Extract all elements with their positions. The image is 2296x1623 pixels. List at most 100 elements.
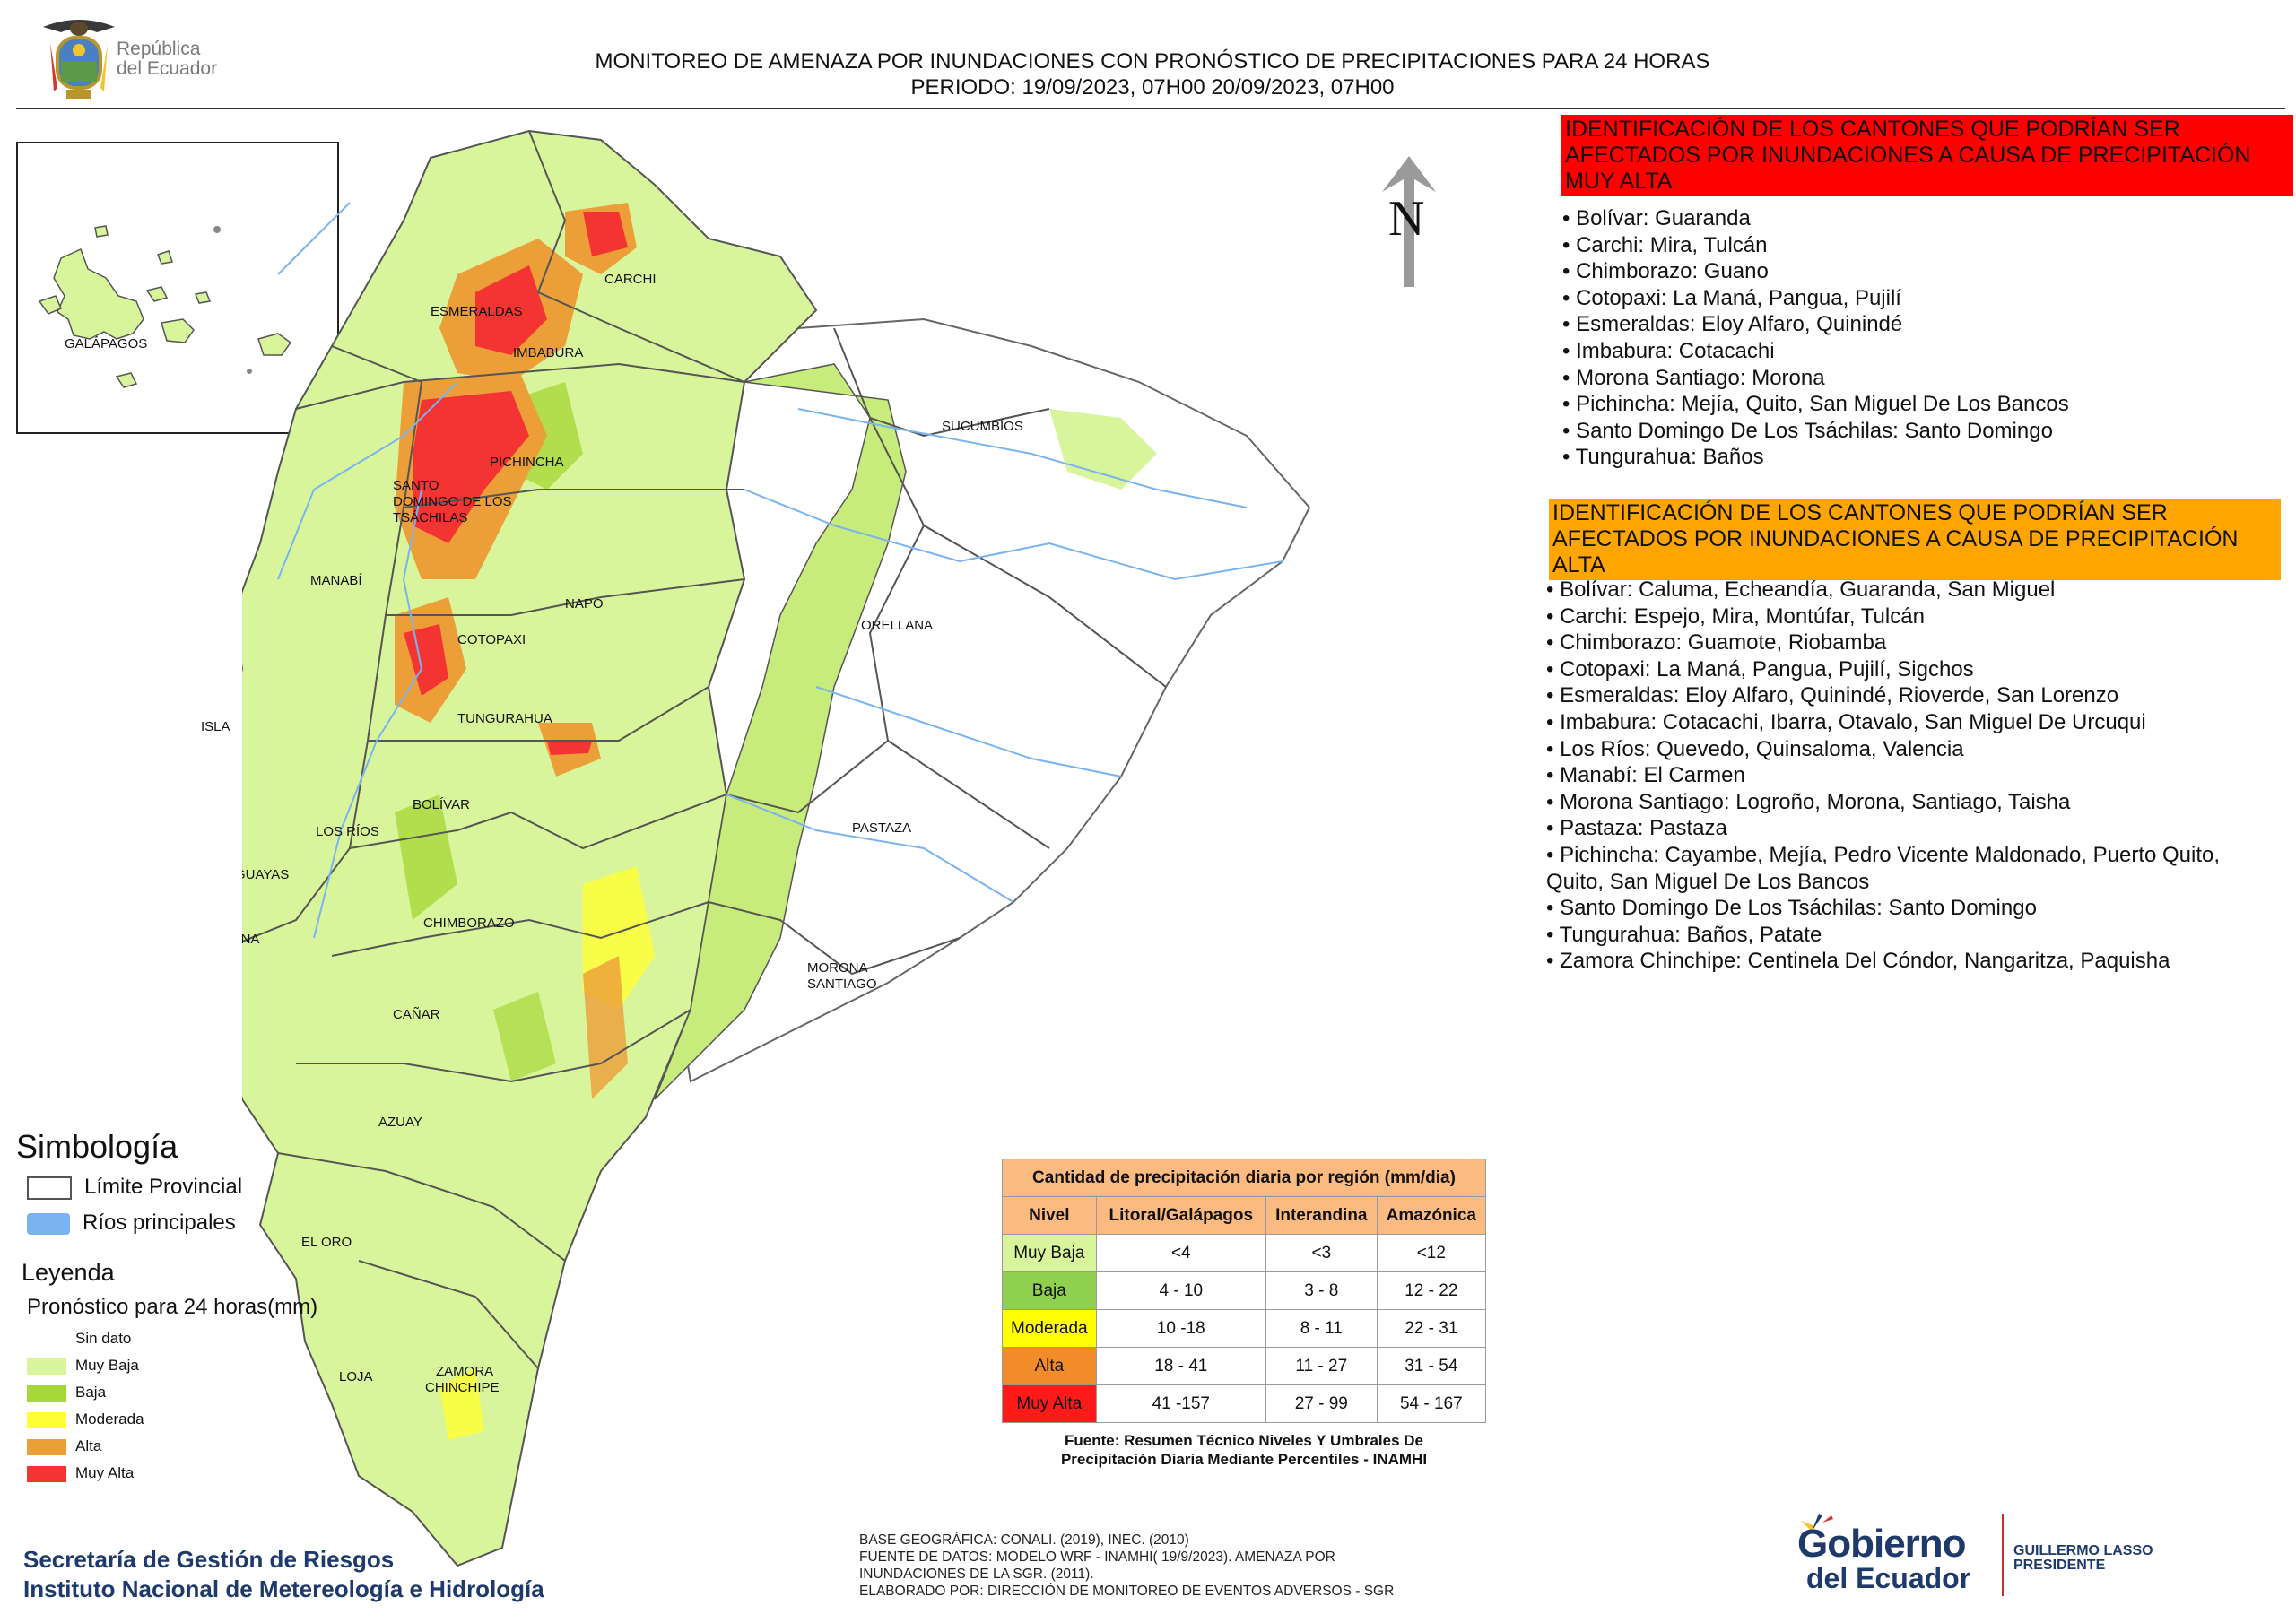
value-cell: 18 - 41 (1095, 1347, 1266, 1385)
baja-patch-2 (395, 794, 457, 920)
label-azuay: AZUAY (378, 1115, 422, 1130)
value-cell: 12 - 22 (1376, 1271, 1487, 1310)
simbologia-item-limite: Límite Provincial (27, 1175, 242, 1200)
level-cell: Muy Baja (1002, 1234, 1097, 1272)
value-cell: <12 (1376, 1234, 1487, 1272)
label-sucumbios: SUCUMBÍOS (942, 419, 1023, 434)
value-cell: 54 - 167 (1376, 1384, 1487, 1423)
label-santo-domingo-3: TSÁCHILAS (393, 510, 467, 525)
list-item: • Tungurahua: Baños (1562, 445, 1764, 470)
value-cell: 4 - 10 (1095, 1271, 1266, 1310)
header-amazonica: Amazónica (1376, 1196, 1487, 1235)
credit-line: INUNDACIONES DE LA SGR. (2011). (859, 1567, 1094, 1582)
label-loja: LOJA (339, 1369, 373, 1384)
table-title-row: Cantidad de precipitación diaria por reg… (1002, 1159, 1486, 1197)
president-title: PRESIDENTE (2013, 1558, 2106, 1573)
level-cell: Moderada (1002, 1309, 1097, 1348)
galapagos-inset-map: GALÁPAGOS (16, 142, 339, 434)
title-line-2: PERIODO: 19/09/2023, 07H00 20/09/2023, 0… (910, 75, 1395, 100)
label-santo-domingo-2: DOMINGO DE LOS (393, 494, 512, 509)
list-item: • Chimborazo: Guano (1562, 259, 1769, 284)
label-cotopaxi: COTOPAXI (457, 632, 526, 647)
org-name-1: Secretaría de Gestión de Riesgos (23, 1546, 395, 1573)
list-item: • Chimborazo: Guamote, Riobamba (1546, 630, 1887, 655)
label-santa-elena: SANTA ELENA (242, 932, 259, 947)
value-cell: 11 - 27 (1265, 1347, 1378, 1385)
table-row: Muy Alta 41 -157 27 - 99 54 - 167 (1002, 1384, 1487, 1423)
gobierno-logo-mark-icon (1801, 1514, 1833, 1532)
table-row: Alta 18 - 41 11 - 27 31 - 54 (1002, 1347, 1487, 1385)
list-item: • Manabí: El Carmen (1546, 763, 1745, 788)
label-pastaza: PASTAZA (852, 820, 911, 836)
provincial-boundaries (242, 130, 1167, 1369)
level-cell: Baja (1002, 1271, 1097, 1310)
list-item: • Santo Domingo De Los Tsáchilas: Santo … (1562, 418, 2053, 443)
muy-alta-cantons-list: • Bolívar: Guaranda • Carchi: Mira, Tulc… (1562, 205, 2069, 471)
alta-cantons-title: IDENTIFICACIÓN DE LOS CANTONES QUE PODRÍ… (1549, 499, 2281, 580)
list-item: • Carchi: Espejo, Mira, Montúfar, Tulcán (1546, 603, 1925, 629)
north-letter: N (1388, 191, 1425, 247)
header-litoral: Litoral/Galápagos (1095, 1196, 1266, 1235)
label-manabi: MANABÍ (310, 573, 362, 588)
legend-swatch (27, 1438, 66, 1455)
leyenda-subtitle: Pronóstico para 24 horas(mm) (27, 1295, 318, 1319)
amazon-green-strip (654, 363, 907, 1100)
org-name-2: Instituto Nacional de Metereología e Hid… (23, 1575, 544, 1602)
legend-label: Muy Alta (75, 1464, 135, 1481)
header-interandina: Interandina (1265, 1196, 1378, 1235)
muy-alta-cluster-tungurahua (547, 741, 592, 755)
legend-item-baja: Baja (27, 1383, 106, 1402)
simbologia-label: Ríos principales (83, 1211, 236, 1235)
page-title: MONITOREO DE AMENAZA POR INUNDACIONES CO… (502, 48, 1803, 100)
legend-item-muy-baja: Muy Baja (27, 1356, 139, 1376)
label-tungurahua: TUNGURAHUA (457, 711, 552, 726)
label-zamora-1: ZAMORA (436, 1364, 493, 1379)
muy-alta-cantons-title: IDENTIFICACIÓN DE LOS CANTONES QUE PODRÍ… (1561, 115, 2293, 196)
level-cell: Alta (1002, 1347, 1097, 1385)
value-cell: 22 - 31 (1376, 1309, 1487, 1348)
label-canar: CAÑAR (393, 1007, 440, 1022)
republica-del-ecuador-text: República del Ecuador (117, 39, 217, 79)
title-line-1: MONITOREO DE AMENAZA POR INUNDACIONES CO… (595, 49, 1710, 74)
list-item: • Esmeraldas: Eloy Alfaro, Quinindé, Rio… (1546, 683, 2119, 708)
inset-label-galapagos: GALÁPAGOS (65, 336, 147, 352)
north-arrow-icon (1382, 156, 1436, 287)
label-morona-2: SANTIAGO (807, 976, 877, 992)
list-item: • Cotopaxi: La Maná, Pangua, Pujilí (1562, 285, 1901, 310)
table-row: Baja 4 - 10 3 - 8 12 - 22 (1002, 1271, 1487, 1310)
legend-item-muy-alta: Muy Alta (27, 1463, 134, 1483)
credit-line: ELABORADO POR: DIRECCIÓN DE MONITOREO DE… (859, 1584, 1395, 1599)
value-cell: 10 -18 (1095, 1309, 1266, 1348)
sucumbios-green-patch (1049, 409, 1157, 490)
label-napo: NAPO (565, 596, 604, 612)
alta-cantons-list: • Bolívar: Caluma, Echeandía, Guaranda, … (1546, 577, 2220, 975)
list-item: • Zamora Chinchipe: Centinela Del Cóndor… (1546, 949, 2170, 974)
label-carchi: CARCHI (604, 272, 657, 287)
header-divider (16, 108, 2285, 109)
label-el-oro: EL ORO (301, 1235, 352, 1250)
baja-patch-3 (493, 992, 556, 1081)
list-item: • Pastaza: Pastaza (1546, 816, 1727, 841)
value-cell: 31 - 54 (1376, 1347, 1487, 1385)
list-item: • Morona Santiago: Morona (1562, 365, 1825, 390)
level-cell: Muy Alta (1002, 1384, 1097, 1423)
source-line-1: Fuente: Resumen Técnico Niveles Y Umbral… (1065, 1432, 1423, 1449)
logo-text-line-2: del Ecuador (117, 58, 218, 79)
muy-alta-cluster-cotopaxi (404, 624, 448, 696)
legend-label: Baja (75, 1384, 107, 1401)
value-cell: 27 - 99 (1265, 1384, 1378, 1423)
table-row: Muy Baja <4 <3 <12 (1002, 1234, 1487, 1272)
leyenda-title: Leyenda (22, 1259, 115, 1286)
table-source-note: Fuente: Resumen Técnico Niveles Y Umbral… (1002, 1431, 1486, 1469)
ecuador-coat-of-arms-logo (43, 20, 115, 99)
moderada-cluster-zamora (439, 1368, 484, 1440)
muy-alta-cluster-esmeraldas (475, 265, 547, 355)
label-imbabura: IMBABURA (513, 345, 583, 360)
simbologia-label: Límite Provincial (84, 1175, 243, 1199)
gobierno-text: Gobierno (1797, 1522, 1967, 1566)
label-chimborazo: CHIMBORAZO (423, 916, 515, 931)
label-pichincha: PICHINCHA (490, 455, 564, 470)
list-item: • Los Ríos: Quevedo, Quinsaloma, Valenci… (1546, 736, 1964, 761)
label-zamora-2: CHINCHIPE (425, 1380, 500, 1395)
legend-label: Alta (75, 1437, 102, 1454)
